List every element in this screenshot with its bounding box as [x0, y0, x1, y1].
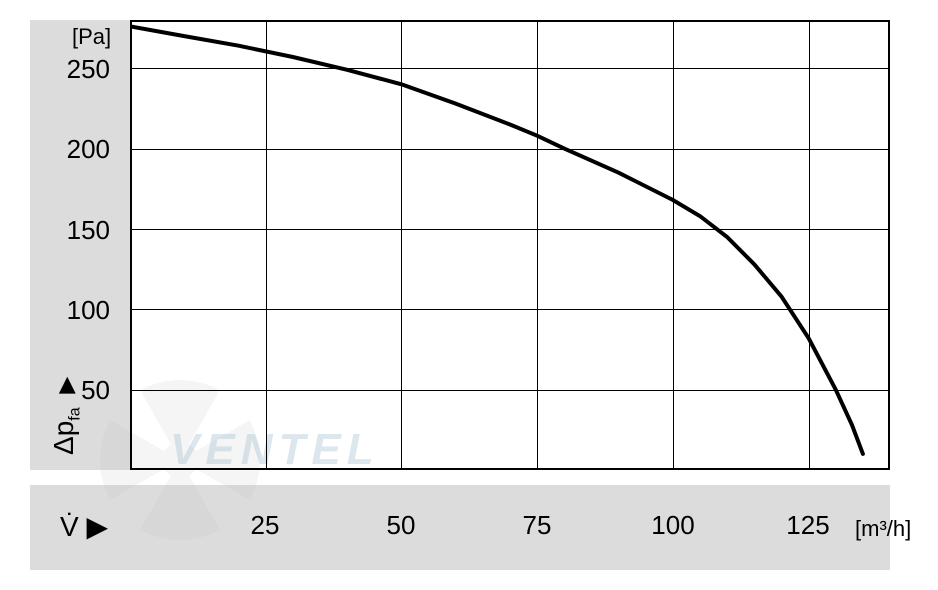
y-unit-label: [Pa]: [72, 24, 111, 50]
y-tick-label: 250: [40, 54, 110, 85]
y-axis-subscript: fa: [67, 407, 84, 420]
x-tick-label: 125: [778, 510, 838, 541]
plot-area: [130, 20, 890, 470]
grid-line-h: [130, 229, 890, 230]
y-axis-symbol: Δp: [48, 421, 79, 455]
y-tick-label: 150: [40, 215, 110, 246]
grid-line-h: [130, 390, 890, 391]
x-tick-label: 50: [371, 510, 431, 541]
x-tick-label: 75: [507, 510, 567, 541]
grid-line-v: [537, 20, 538, 470]
chart-container: VENTEL 50 100 150 200 250 [Pa] Δpfa ▶ 25…: [0, 0, 938, 590]
grid-line-v: [809, 20, 810, 470]
y-tick-label: 200: [40, 134, 110, 165]
y-axis-label: Δpfa ▶: [48, 377, 85, 455]
grid-line-h: [130, 309, 890, 310]
grid-line-h: [130, 149, 890, 150]
x-tick-label: 25: [235, 510, 295, 541]
grid-line-v: [401, 20, 402, 470]
x-axis-background: [30, 485, 890, 570]
x-tick-label: 100: [643, 510, 703, 541]
grid-line-v: [673, 20, 674, 470]
grid-line-h: [130, 68, 890, 69]
y-tick-label: 100: [40, 295, 110, 326]
x-axis-label: V̇ ▶: [60, 510, 108, 543]
x-unit-label: [m³/h]: [855, 516, 911, 542]
y-axis-arrow-icon: ▶: [53, 377, 78, 394]
grid-line-v: [266, 20, 267, 470]
